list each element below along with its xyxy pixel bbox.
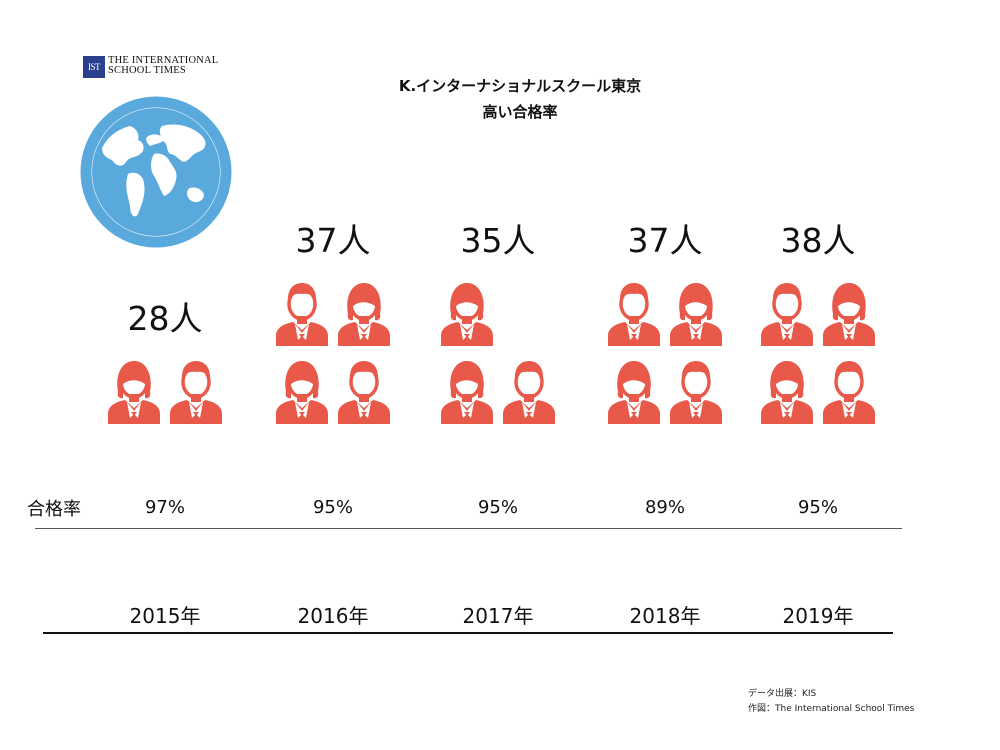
- student-female-icon-2-t1: [441, 283, 493, 346]
- student-male-icon-4-b2: [823, 361, 875, 424]
- count-label-2: 35人: [460, 221, 536, 260]
- student-male-icon-0-b2: [170, 361, 222, 424]
- student-male-icon-1-b2: [338, 361, 390, 424]
- rate-row-label: 合格率: [27, 499, 81, 520]
- count-label-0: 28人: [127, 299, 203, 338]
- rate-value-4: 95%: [797, 497, 838, 518]
- student-female-icon-1-b1: [276, 361, 328, 424]
- logo-line-2: SCHOOL TIMES: [108, 65, 186, 76]
- student-female-icon-2-b1: [441, 361, 493, 424]
- year-label-1: 2016年: [297, 604, 369, 628]
- student-male-icon-2-b2: [503, 361, 555, 424]
- rate-value-3: 89%: [644, 497, 685, 518]
- rate-divider: [35, 528, 902, 529]
- student-female-icon-4-b1: [761, 361, 813, 424]
- year-label-0: 2015年: [129, 604, 201, 628]
- student-male-icon-4-t1: [761, 283, 813, 346]
- student-male-icon-1-t1: [276, 283, 328, 346]
- globe-icon: [80, 96, 232, 248]
- rate-value-0: 97%: [144, 497, 185, 518]
- student-male-icon-3-b2: [670, 361, 722, 424]
- logo-text: THE INTERNATIONAL SCHOOL TIMES: [108, 55, 219, 76]
- year-label-2: 2017年: [462, 604, 534, 628]
- year-label-3: 2018年: [629, 604, 701, 628]
- student-female-icon-3-t2: [670, 283, 722, 346]
- student-female-icon-1-t2: [338, 283, 390, 346]
- student-female-icon-3-b1: [608, 361, 660, 424]
- count-label-4: 38人: [780, 221, 856, 260]
- chart-title: K.インターナショナルスクール東京: [398, 77, 642, 95]
- chart-subtitle: 高い合格率: [482, 103, 558, 121]
- year-axis-line: [43, 632, 893, 634]
- count-label-3: 37人: [627, 221, 703, 260]
- rate-value-1: 95%: [312, 497, 353, 518]
- student-female-icon-0-b1: [108, 361, 160, 424]
- student-female-icon-4-t2: [823, 283, 875, 346]
- logo-mark: IST: [83, 56, 105, 78]
- student-male-icon-3-t1: [608, 283, 660, 346]
- count-label-1: 37人: [295, 221, 371, 260]
- publisher-logo: IST THE INTERNATIONAL SCHOOL TIMES: [83, 55, 219, 78]
- logo-line-1: THE INTERNATIONAL: [108, 55, 219, 66]
- author-credit: 作図：The International School Times: [748, 704, 915, 714]
- data-source-credit: データ出展：KIS: [748, 689, 817, 699]
- rate-value-2: 95%: [477, 497, 518, 518]
- year-label-4: 2019年: [782, 604, 854, 628]
